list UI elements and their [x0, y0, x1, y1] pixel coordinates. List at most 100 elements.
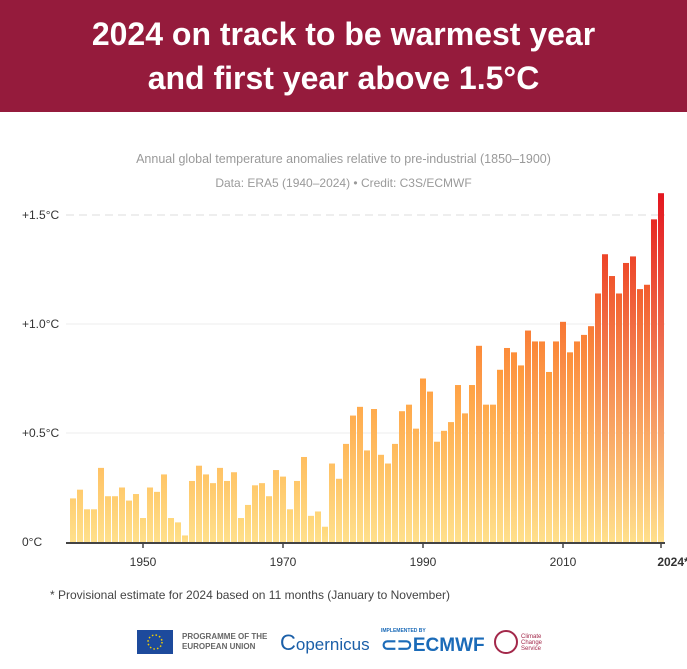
bar-2003 — [511, 352, 517, 542]
bar-2008 — [546, 371, 552, 542]
bar-1956 — [182, 535, 188, 542]
bar-1959 — [203, 474, 209, 542]
bar-2024 — [658, 193, 664, 542]
bar-1995 — [455, 385, 461, 542]
bar-1989 — [413, 428, 419, 542]
bar-1979 — [343, 443, 349, 542]
bar-1969 — [273, 470, 279, 542]
x-tick-label: 1990 — [410, 555, 437, 569]
bar-1953 — [161, 474, 167, 542]
bar-1947 — [119, 487, 125, 542]
bar-1957 — [189, 480, 195, 542]
bar-1975 — [315, 511, 321, 542]
bar-1942 — [84, 509, 90, 542]
bar-1999 — [483, 404, 489, 542]
y-tick-label: 0°C — [22, 535, 42, 549]
eu-flag-logo — [137, 630, 173, 654]
bar-1978 — [336, 478, 342, 542]
bar-2022 — [644, 284, 650, 542]
bar-1941 — [77, 489, 83, 542]
bar-1991 — [427, 391, 433, 542]
bar-1944 — [98, 467, 104, 542]
bar-1946 — [112, 496, 118, 542]
bar-2013 — [581, 334, 587, 542]
bar-1945 — [105, 496, 111, 542]
bar-1994 — [448, 422, 454, 542]
bar-2019 — [623, 262, 629, 542]
bar-1993 — [441, 430, 447, 542]
bar-1984 — [378, 454, 384, 542]
bar-2012 — [574, 341, 580, 542]
bar-1988 — [406, 404, 412, 542]
bar-2005 — [525, 330, 531, 542]
bar-2015 — [595, 293, 601, 542]
bar-1962 — [224, 480, 230, 542]
bar-2001 — [497, 369, 503, 542]
bar-2017 — [609, 276, 615, 542]
chart-subtitle: Data: ERA5 (1940–2024) • Credit: C3S/ECM… — [215, 176, 472, 190]
bar-2023 — [651, 219, 657, 543]
bar-1973 — [301, 456, 307, 542]
y-tick-label: +1.0°C — [22, 317, 59, 331]
bar-2007 — [539, 341, 545, 542]
bar-1974 — [308, 515, 314, 542]
bar-1998 — [476, 345, 482, 542]
copernicus-logo: Copernicus — [280, 630, 370, 655]
x-tick-label: 2024* — [657, 555, 687, 569]
bar-2016 — [602, 254, 608, 543]
bar-2018 — [616, 293, 622, 542]
ecmwf-small-text: IMPLEMENTED BY — [381, 628, 426, 634]
bar-1951 — [147, 487, 153, 542]
bar-1971 — [287, 509, 293, 542]
bar-1967 — [259, 483, 265, 542]
bar-1997 — [469, 385, 475, 542]
bar-1963 — [231, 472, 237, 542]
bar-1977 — [329, 463, 335, 542]
y-tick-label: +0.5°C — [22, 426, 59, 440]
bar-1940 — [70, 498, 76, 542]
ecmwf-logo: ⊂⊃ECMWF — [381, 635, 485, 656]
bar-2014 — [588, 326, 594, 542]
bar-2021 — [637, 289, 643, 542]
bar-2020 — [630, 256, 636, 542]
title-banner: 2024 on track to be warmest year and fir… — [0, 0, 687, 112]
bar-2000 — [490, 404, 496, 542]
bar-1949 — [133, 494, 139, 542]
bar-1954 — [168, 518, 174, 542]
chart-title: Annual global temperature anomalies rela… — [136, 152, 551, 166]
footnote: * Provisional estimate for 2024 based on… — [50, 588, 450, 602]
x-tick-label: 1950 — [130, 555, 157, 569]
x-tick-label: 2010 — [550, 555, 577, 569]
bar-1965 — [245, 504, 251, 542]
bar-2010 — [560, 321, 566, 542]
bar-1986 — [392, 443, 398, 542]
bar-1948 — [126, 500, 132, 542]
title-line-2: and first year above 1.5°C — [147, 60, 540, 96]
bar-1980 — [350, 415, 356, 542]
bar-2004 — [518, 365, 524, 542]
bar-1950 — [140, 518, 146, 542]
bar-1955 — [175, 522, 181, 542]
bar-1958 — [196, 465, 202, 542]
logo-bar: PROGRAMME OF THE EUROPEAN UNION Copernic… — [0, 628, 687, 658]
bar-1990 — [420, 378, 426, 542]
bar-1992 — [434, 441, 440, 542]
bar-2006 — [532, 341, 538, 542]
bar-1960 — [210, 483, 216, 542]
bar-1964 — [238, 518, 244, 542]
bar-1982 — [364, 450, 370, 542]
bar-2011 — [567, 352, 573, 542]
x-tick-label: 1970 — [270, 555, 297, 569]
bar-1970 — [280, 476, 286, 542]
bar-1976 — [322, 526, 328, 542]
eu-programme-text: PROGRAMME OF THE EUROPEAN UNION — [182, 632, 268, 651]
title-line-1: 2024 on track to be warmest year — [91, 16, 596, 52]
bar-1996 — [462, 413, 468, 542]
y-tick-label: +1.5°C — [22, 208, 59, 222]
bar-1983 — [371, 409, 377, 542]
bar-1987 — [399, 411, 405, 542]
c3s-logo — [494, 630, 518, 654]
c3s-text: Climate Change Service — [521, 634, 543, 652]
bar-1972 — [294, 480, 300, 542]
bar-1981 — [357, 406, 363, 542]
